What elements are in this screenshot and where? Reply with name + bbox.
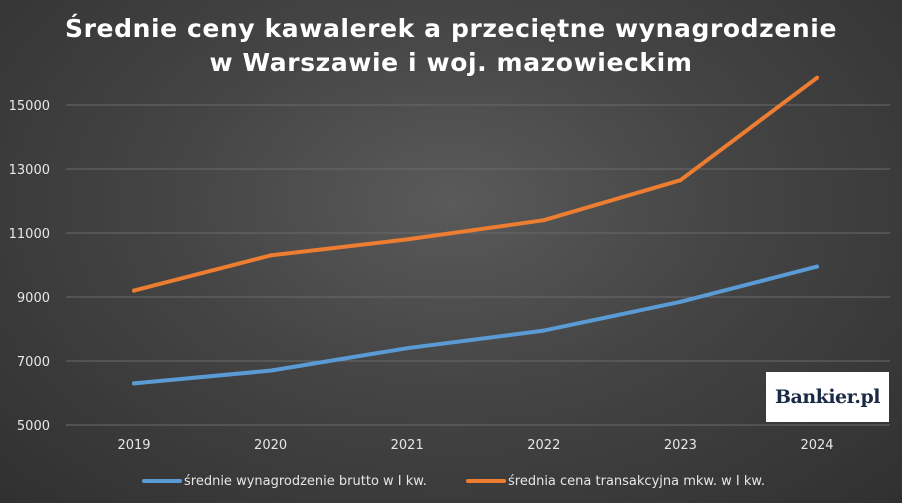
bankier-logo: Bankier.pl bbox=[766, 372, 889, 422]
legend-item-salary: średnie wynagrodzenie brutto w I kw. bbox=[142, 468, 427, 494]
chart-title-line-2: w Warszawie i woj. mazowieckim bbox=[209, 48, 693, 77]
legend-label-price: średnia cena transakcyjna mkw. w I kw. bbox=[508, 473, 765, 489]
y-tick-label-9000: 9000 bbox=[17, 291, 50, 306]
legend-label-salary: średnie wynagrodzenie brutto w I kw. bbox=[184, 473, 427, 489]
series-0-point-2023 bbox=[678, 299, 683, 304]
y-tick-label-5000: 5000 bbox=[17, 419, 50, 434]
legend-swatch-salary bbox=[142, 479, 182, 483]
legend: średnie wynagrodzenie brutto w I kw. śre… bbox=[0, 468, 902, 494]
legend-swatch-price bbox=[466, 479, 506, 483]
series-0-point-2019 bbox=[132, 381, 136, 386]
x-tick-label-2020: 2020 bbox=[254, 438, 287, 453]
bankier-logo-text: Bankier.pl bbox=[774, 386, 881, 408]
series-0-point-2021 bbox=[405, 346, 410, 351]
series-1-point-2020 bbox=[268, 253, 273, 258]
x-tick-label-2019: 2019 bbox=[117, 438, 150, 453]
series-line-1 bbox=[132, 75, 819, 293]
legend-item-price: średnia cena transakcyjna mkw. w I kw. bbox=[466, 468, 765, 494]
series-line-0 bbox=[132, 264, 819, 386]
series-1-point-2024 bbox=[815, 75, 819, 80]
y-tick-label-13000: 13000 bbox=[9, 163, 50, 178]
series-1-point-2021 bbox=[405, 237, 410, 242]
x-tick-label-2021: 2021 bbox=[391, 438, 424, 453]
y-tick-label-7000: 7000 bbox=[17, 355, 50, 370]
series-0-point-2020 bbox=[268, 368, 273, 373]
series-0-point-2022 bbox=[541, 328, 546, 333]
x-tick-label-2022: 2022 bbox=[527, 438, 560, 453]
x-tick-label-2024: 2024 bbox=[800, 438, 833, 453]
series-1-point-2023 bbox=[678, 178, 683, 183]
y-tick-label-15000: 15000 bbox=[9, 99, 50, 114]
series-1-point-2019 bbox=[132, 288, 136, 293]
x-tick-label-2023: 2023 bbox=[664, 438, 697, 453]
y-tick-label-11000: 11000 bbox=[9, 227, 50, 242]
chart-title-line-1: Średnie ceny kawalerek a przeciętne wyna… bbox=[64, 14, 838, 43]
series-0-point-2024 bbox=[815, 264, 819, 269]
chart-title: Średnie ceny kawalerek a przeciętne wyna… bbox=[0, 12, 902, 80]
series-1-point-2022 bbox=[541, 218, 546, 223]
